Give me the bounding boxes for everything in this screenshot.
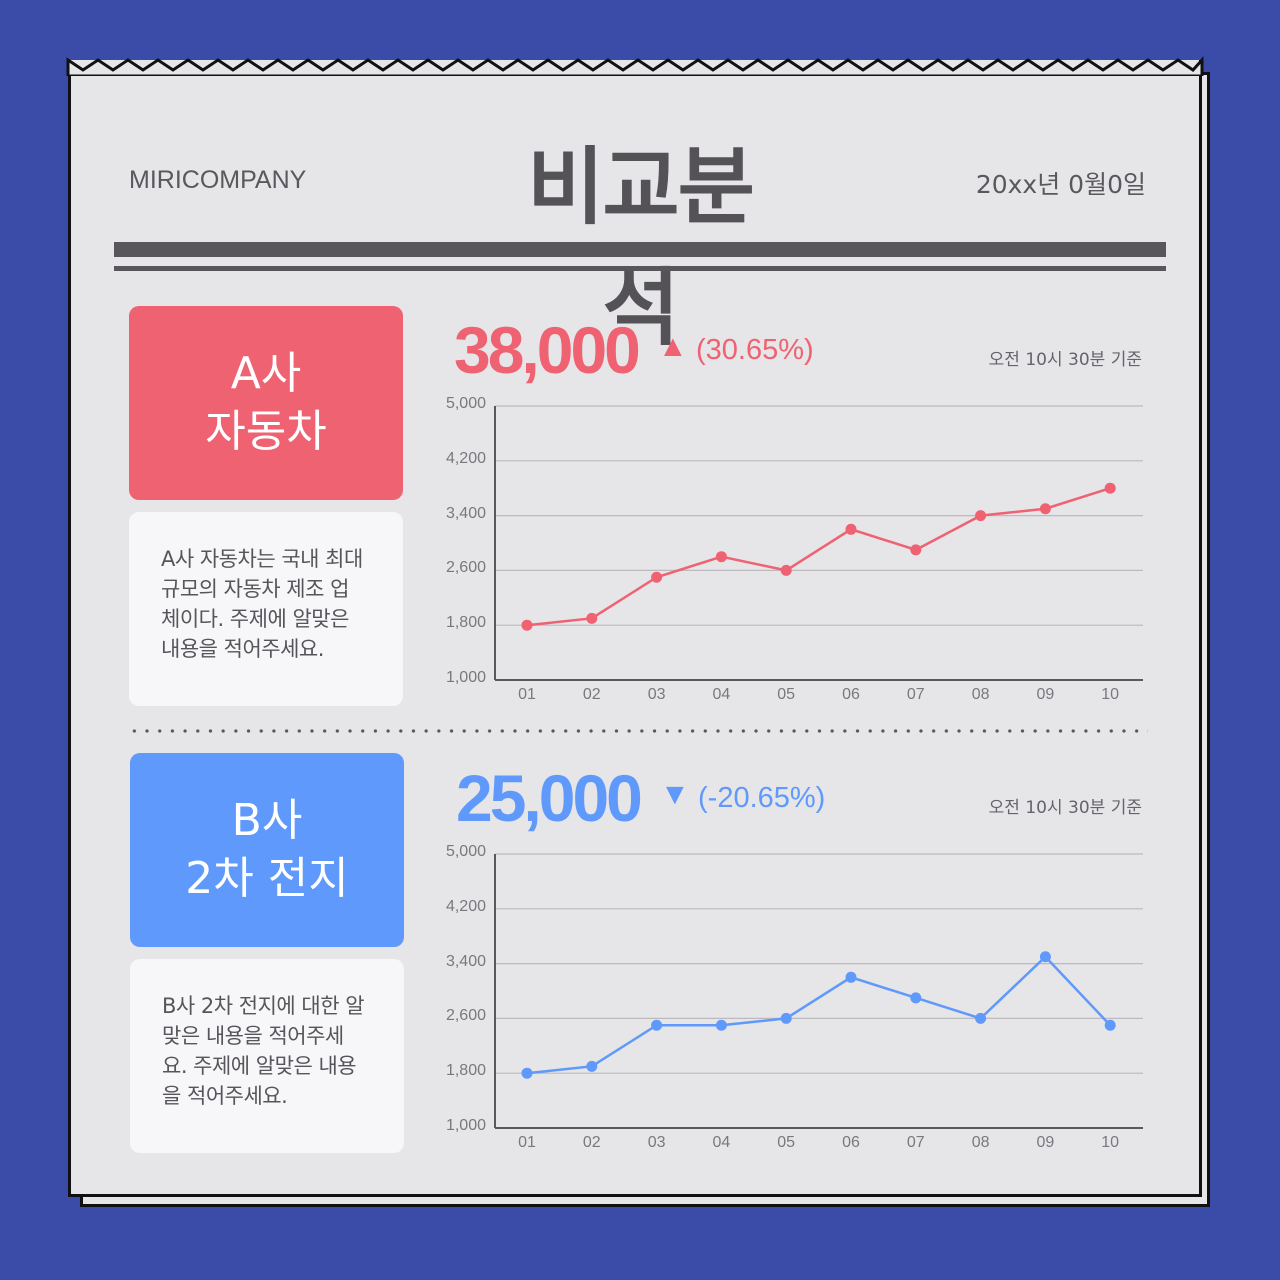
x-axis-tick-label: 02	[582, 686, 601, 703]
company-card-b: B사 2차 전지	[130, 753, 404, 947]
dotted-divider	[128, 729, 1148, 733]
data-point	[1104, 1019, 1116, 1031]
data-point	[975, 1012, 987, 1024]
value-a: 38,000	[454, 313, 641, 387]
company-card-a: A사 자동차	[129, 306, 403, 500]
x-axis-tick-label: 05	[777, 1134, 796, 1151]
data-point	[1104, 482, 1116, 494]
company-card-a-line2: 자동차	[205, 406, 327, 457]
description-card-b: B사 2차 전지에 대한 알 맞은 내용을 적어주세 요. 주제에 알맞은 내용…	[130, 959, 404, 1153]
company-card-b-line2: 2차 전지	[185, 853, 349, 904]
x-axis-tick-label: 01	[518, 686, 536, 703]
x-axis-tick-label: 02	[582, 1134, 601, 1151]
change-b: (-20.65%)	[698, 782, 826, 814]
description-line: 체이다. 주제에 알맞은	[161, 607, 349, 631]
description-line: 요. 주제에 알맞은 내용	[162, 1054, 357, 1078]
x-axis-tick-label: 08	[971, 686, 990, 703]
y-axis-tick-label: 1,000	[445, 1117, 486, 1134]
data-point	[780, 564, 792, 576]
data-point	[910, 544, 922, 556]
header-rule-thick	[114, 242, 1166, 257]
x-axis-tick-label: 06	[842, 686, 860, 703]
y-axis-tick-label: 4,200	[445, 449, 486, 467]
description-line: 규모의 자동차 제조 업	[161, 577, 349, 601]
company-card-b-line1: B사	[231, 795, 303, 846]
x-axis-tick-label: 05	[777, 686, 796, 703]
y-axis-tick-label: 4,200	[445, 897, 486, 915]
value-b: 25,000	[456, 761, 643, 835]
y-axis-tick-label: 3,400	[445, 504, 486, 522]
description-line: A사 자동차는 국내 최대	[161, 547, 363, 571]
y-axis-tick-label: 3,400	[445, 952, 486, 970]
data-point	[651, 571, 663, 583]
x-axis-tick-label: 07	[906, 1134, 925, 1151]
x-axis-tick-label: 07	[906, 686, 925, 703]
y-axis-tick-label: 1,800	[445, 1062, 486, 1080]
header-rule-thin	[114, 266, 1166, 271]
x-axis-tick-label: 03	[647, 686, 666, 703]
data-point	[780, 1012, 792, 1024]
x-axis-tick-label: 08	[971, 1134, 990, 1151]
data-point	[651, 1019, 663, 1031]
y-axis-tick-label: 1,000	[445, 669, 486, 686]
data-point	[845, 523, 857, 535]
data-point	[975, 510, 987, 522]
x-axis-tick-label: 10	[1101, 1134, 1120, 1151]
y-axis-tick-label: 1,800	[445, 614, 486, 632]
y-axis-tick-label: 2,600	[445, 559, 486, 577]
data-point	[1039, 503, 1051, 515]
x-axis-tick-label: 10	[1101, 686, 1120, 703]
timestamp-basis-a: 오전 10시 30분 기준	[988, 350, 1142, 370]
x-axis-tick-label: 03	[647, 1134, 666, 1151]
page-title: 비교분석	[527, 138, 755, 357]
x-axis-tick-label: 04	[712, 686, 731, 703]
data-point	[715, 1019, 727, 1031]
y-axis-tick-label: 5,000	[445, 843, 486, 860]
data-point	[521, 1067, 533, 1079]
data-point	[1039, 951, 1051, 963]
triangle-down-icon: ▼	[660, 778, 690, 811]
data-point	[586, 612, 598, 624]
triangle-up-icon: ▲	[658, 330, 688, 363]
y-axis-tick-label: 2,600	[445, 1007, 486, 1025]
data-point	[521, 619, 533, 631]
x-axis-tick-label: 04	[712, 1134, 731, 1151]
description-line: 을 적어주세요.	[162, 1084, 288, 1108]
company-card-a-line1: A사	[230, 348, 302, 399]
report-date: 20xx년 0월0일	[975, 170, 1146, 199]
timestamp-basis-b: 오전 10시 30분 기준	[988, 798, 1142, 818]
line-chart-a: 5,000 4,200 3,400 2,600 1,800 1,000 01 02 03 04 05…	[430, 392, 1160, 712]
description-card-a: A사 자동차는 국내 최대 규모의 자동차 제조 업 체이다. 주제에 알맞은 …	[129, 512, 403, 706]
x-axis-tick-label: 09	[1036, 686, 1055, 703]
y-axis-tick-label: 5,000	[445, 395, 486, 412]
company-name: MIRICOMPANY	[129, 166, 307, 194]
data-point	[910, 992, 922, 1004]
x-axis-tick-label: 09	[1036, 1134, 1055, 1151]
data-point	[845, 971, 857, 983]
line-chart-b: 5,000 4,200 3,400 2,600 1,800 1,000 01 02 03 04 05…	[430, 840, 1160, 1160]
description-line: 내용을 적어주세요.	[161, 637, 324, 661]
data-point	[586, 1060, 598, 1072]
description-line: B사 2차 전지에 대한 알	[162, 994, 365, 1018]
torn-edge-decoration	[66, 56, 1204, 76]
data-point	[715, 551, 727, 563]
description-line: 맞은 내용을 적어주세	[162, 1024, 344, 1048]
x-axis-tick-label: 06	[842, 1134, 860, 1151]
x-axis-tick-label: 01	[518, 1134, 536, 1151]
change-a: (30.65%)	[696, 334, 814, 366]
